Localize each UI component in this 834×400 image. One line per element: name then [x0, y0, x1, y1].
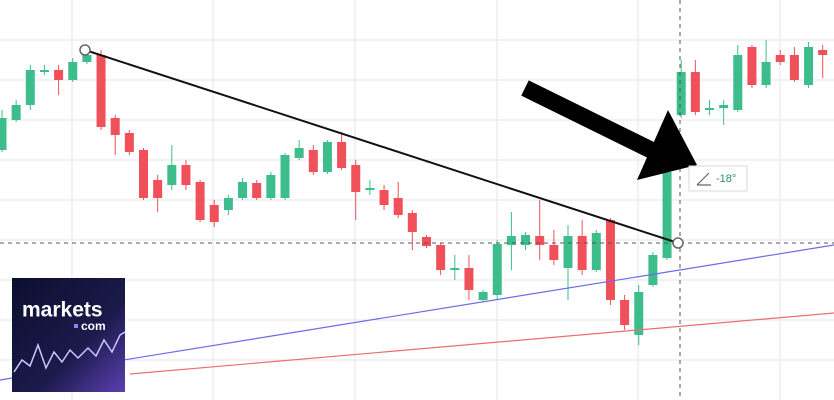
candle-body [422, 237, 431, 246]
trend-handle[interactable] [79, 44, 91, 56]
candle-body [308, 150, 318, 172]
candle-body [662, 172, 672, 258]
moving-average-fast [0, 244, 834, 381]
logo-background [12, 278, 125, 392]
candle-body [54, 70, 64, 80]
candle-body [238, 182, 248, 198]
candle-body [11, 105, 21, 120]
candle-body [521, 235, 531, 245]
candle-body [775, 55, 785, 62]
candle-body [436, 245, 446, 270]
candle-body [223, 198, 233, 210]
trend-line [84, 49, 679, 244]
candle-body [747, 47, 757, 85]
candle-body [563, 236, 573, 268]
candle-body [478, 292, 488, 300]
candle-body [789, 55, 799, 80]
candle-body [450, 268, 460, 270]
logo-wave [13, 331, 126, 373]
candle-body [337, 142, 347, 168]
logo-name: markets [22, 299, 103, 322]
candle-body [294, 148, 304, 158]
candle-body [818, 50, 828, 55]
candle-body [577, 236, 587, 270]
angle-label: -18° [716, 173, 736, 185]
candle-body [492, 244, 502, 295]
candle-body [139, 150, 148, 198]
candle-body [322, 142, 332, 172]
candles [0, 40, 828, 345]
candle-body [280, 155, 290, 198]
candle-body [733, 55, 743, 110]
arrow-head [637, 110, 697, 180]
candle-body [195, 182, 205, 220]
moving-average-slow [129, 312, 834, 375]
candle-body [82, 55, 92, 62]
candle-body [464, 268, 474, 290]
candle-body [804, 47, 814, 85]
candle-body [591, 233, 601, 270]
candle-body [506, 236, 516, 245]
candle-body [110, 118, 120, 135]
candle-body [181, 165, 191, 185]
candle-body [393, 198, 403, 215]
candle-body [535, 236, 545, 245]
candle-body [0, 118, 7, 150]
candle-body [648, 255, 658, 285]
angle-label-box [688, 165, 748, 192]
candle-body [365, 188, 375, 190]
candle-body [209, 205, 219, 222]
candle-body [676, 72, 686, 115]
logo-suffix: com [81, 319, 106, 333]
candle-body [68, 62, 78, 80]
candle-body [25, 70, 35, 105]
candle-body [761, 62, 771, 85]
candle-body [620, 300, 630, 325]
candle-body [39, 70, 49, 72]
candle-body [605, 220, 615, 300]
candle-body [351, 165, 361, 192]
candle-body [379, 190, 389, 205]
logo: markets com [12, 278, 126, 392]
logo-dot [74, 324, 78, 328]
candle-body [407, 213, 417, 232]
trend-handle[interactable] [672, 237, 684, 249]
candle-body [167, 165, 177, 185]
angle-icon [696, 172, 711, 186]
candle-body [634, 292, 644, 335]
candle-body [96, 55, 106, 127]
candle-body [719, 105, 729, 108]
arrow-shaft [521, 80, 659, 160]
candle-body [549, 245, 559, 260]
candle-body [266, 175, 276, 198]
candle-body [705, 108, 714, 110]
candle-body [690, 72, 700, 112]
candle-body [124, 133, 134, 152]
candle-body [153, 180, 163, 198]
candle-body [252, 183, 262, 198]
